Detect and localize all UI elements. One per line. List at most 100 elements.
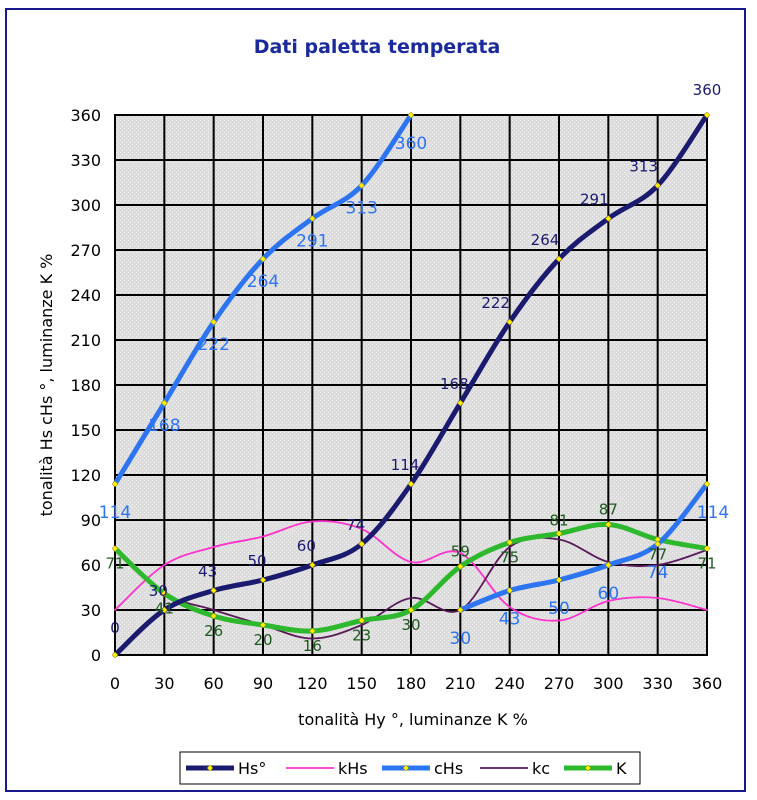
data-label: 20 [253, 631, 272, 649]
data-label: 30 [149, 582, 168, 600]
data-label: 291 [296, 232, 328, 252]
data-point-marker [259, 255, 267, 263]
data-label: 23 [352, 627, 371, 645]
y-tick-label: 210 [70, 331, 101, 350]
y-tick-label: 360 [70, 106, 101, 125]
grid [114, 114, 708, 656]
data-label: 114 [391, 456, 420, 474]
legend-item: kc [480, 759, 550, 778]
data-point-marker [604, 521, 612, 528]
data-point-marker [407, 111, 415, 119]
data-point-marker [456, 606, 464, 614]
x-tick-labels: 0 30 60 90 120 150 180 210 240 270 300 330 360 [110, 674, 722, 693]
data-label: 75 [500, 549, 519, 567]
x-tick-label: 180 [396, 674, 427, 693]
legend-item: cHs [382, 759, 463, 778]
legend-item: K [564, 759, 627, 778]
data-label: 264 [247, 272, 279, 292]
data-point-marker [703, 111, 711, 119]
data-point-marker [456, 563, 464, 570]
data-point-marker [703, 480, 711, 488]
data-point-marker [259, 576, 267, 584]
data-label: 360 [693, 81, 722, 99]
data-point-marker [111, 545, 119, 552]
legend-label: K [616, 759, 627, 778]
x-tick-label: 210 [445, 674, 476, 693]
x-axis-label: tonalità Hy °, luminanze K % [298, 710, 528, 729]
legend: Hs° kHs cHs kc K [179, 751, 641, 785]
x-tick-label: 330 [642, 674, 673, 693]
data-point-marker [111, 651, 119, 659]
legend-marker [206, 764, 214, 772]
data-point-marker [111, 480, 119, 488]
data-point-marker [358, 182, 366, 189]
legend-label: kHs [338, 759, 368, 778]
y-tick-label: 30 [81, 601, 101, 620]
legend-marker [584, 764, 592, 772]
data-point-marker [160, 399, 168, 407]
legend-label: kc [532, 759, 550, 778]
data-point-marker [654, 540, 662, 548]
y-tick-label: 270 [70, 241, 101, 260]
series-line-cHs [457, 481, 710, 613]
data-label: 0 [110, 619, 120, 637]
legend-marker [402, 764, 410, 772]
data-label: 168 [148, 416, 180, 436]
data-point-marker [407, 480, 415, 488]
data-label: 71 [697, 555, 716, 573]
data-point-marker [604, 561, 612, 569]
data-point-marker [555, 530, 563, 537]
x-tick-label: 0 [110, 674, 120, 693]
data-label: 360 [395, 134, 427, 154]
data-label: 222 [197, 335, 229, 355]
data-label: 114 [697, 503, 729, 523]
data-point-marker [555, 255, 563, 263]
legend-label: cHs [434, 759, 463, 778]
data-label: 50 [548, 599, 570, 619]
data-label: 30 [401, 616, 420, 634]
data-point-marker [358, 540, 366, 548]
y-tick-label: 240 [70, 286, 101, 305]
x-tick-label: 90 [253, 674, 273, 693]
data-label: 77 [648, 546, 667, 564]
data-label: 222 [481, 294, 510, 312]
x-tick-label: 270 [544, 674, 575, 693]
data-label: 74 [647, 563, 669, 583]
data-label: 50 [247, 552, 266, 570]
data-point-marker [555, 576, 563, 584]
x-tick-label: 30 [154, 674, 174, 693]
data-point-marker [407, 606, 415, 614]
x-tick-label: 300 [593, 674, 624, 693]
markers [111, 111, 711, 659]
legend-item: Hs° [186, 759, 266, 778]
data-label: 41 [155, 600, 174, 618]
data-point-marker [308, 627, 316, 635]
data-label: 60 [297, 537, 316, 555]
x-tick-label: 120 [297, 674, 328, 693]
x-tick-label: 360 [692, 674, 723, 693]
x-tick-label: 60 [203, 674, 223, 693]
data-point-marker [506, 587, 514, 594]
data-point-marker [160, 590, 168, 597]
data-point-marker [210, 612, 218, 620]
data-point-marker [160, 606, 168, 614]
y-axis-label: tonalità Hs cHs °, luminanze K % [37, 254, 56, 517]
data-point-marker [358, 617, 366, 624]
data-label: 264 [531, 231, 560, 249]
data-point-marker [308, 215, 316, 222]
data-label: 114 [99, 503, 131, 523]
data-label: 59 [451, 543, 470, 561]
y-tick-label: 300 [70, 196, 101, 215]
data-label: 16 [303, 637, 322, 655]
y-tick-label: 330 [70, 151, 101, 170]
data-label: 26 [204, 622, 223, 640]
y-tick-labels: 0 30 60 90 120 150 180 210 240 270 300 330 360 [70, 106, 101, 665]
data-point-marker [654, 182, 662, 189]
y-tick-label: 60 [81, 556, 101, 575]
x-tick-label: 240 [494, 674, 525, 693]
data-point-marker [456, 399, 464, 407]
data-point-marker [210, 587, 218, 594]
data-label: 81 [549, 512, 568, 530]
y-tick-label: 180 [70, 376, 101, 395]
data-labels: 71 41 26 20 16 23 30 59 75 81 87 77 71 114 168 222 264 29… [99, 81, 729, 655]
